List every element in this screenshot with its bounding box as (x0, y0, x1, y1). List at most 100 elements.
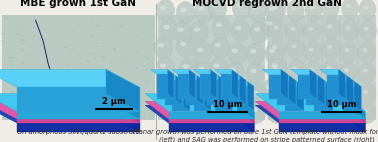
Text: 10 μm: 10 μm (327, 100, 356, 109)
Polygon shape (17, 87, 140, 112)
Ellipse shape (304, 103, 321, 124)
Ellipse shape (118, 112, 121, 113)
Ellipse shape (215, 43, 222, 47)
Ellipse shape (290, 27, 296, 31)
Polygon shape (342, 87, 361, 111)
Polygon shape (208, 80, 225, 105)
Ellipse shape (195, 0, 213, 22)
Ellipse shape (147, 20, 149, 21)
Ellipse shape (291, 7, 296, 10)
Ellipse shape (42, 64, 43, 65)
Ellipse shape (79, 30, 81, 32)
Ellipse shape (136, 67, 139, 69)
Ellipse shape (287, 38, 304, 59)
Ellipse shape (146, 115, 149, 116)
Ellipse shape (38, 35, 42, 36)
Ellipse shape (129, 107, 132, 109)
Ellipse shape (9, 97, 11, 98)
Polygon shape (256, 94, 365, 112)
Ellipse shape (21, 32, 22, 33)
Ellipse shape (25, 117, 29, 118)
Ellipse shape (229, 68, 236, 72)
Ellipse shape (72, 54, 74, 56)
Ellipse shape (2, 53, 6, 55)
Ellipse shape (98, 109, 99, 110)
Ellipse shape (291, 110, 296, 114)
Ellipse shape (50, 103, 53, 105)
Ellipse shape (346, 4, 351, 8)
Ellipse shape (198, 6, 205, 11)
Ellipse shape (108, 30, 112, 31)
Ellipse shape (20, 111, 24, 112)
Ellipse shape (216, 23, 222, 27)
Ellipse shape (25, 54, 29, 56)
Ellipse shape (269, 6, 275, 11)
Ellipse shape (123, 101, 128, 102)
Polygon shape (262, 69, 288, 75)
Ellipse shape (158, 99, 177, 121)
Ellipse shape (16, 33, 20, 35)
Ellipse shape (77, 99, 78, 100)
Ellipse shape (91, 35, 93, 36)
Ellipse shape (156, 0, 175, 21)
Ellipse shape (146, 116, 149, 118)
Polygon shape (169, 112, 254, 119)
Ellipse shape (119, 26, 124, 27)
Ellipse shape (345, 48, 350, 52)
Ellipse shape (142, 55, 143, 56)
Polygon shape (335, 81, 361, 87)
Ellipse shape (363, 90, 368, 94)
Text: On amorphous SiNₓ/quartz substrate: On amorphous SiNₓ/quartz substrate (17, 129, 140, 135)
Ellipse shape (248, 85, 266, 106)
Ellipse shape (273, 6, 278, 9)
Ellipse shape (43, 36, 44, 37)
Ellipse shape (20, 35, 23, 37)
Polygon shape (145, 101, 254, 119)
Polygon shape (342, 105, 365, 132)
Ellipse shape (228, 43, 246, 64)
Ellipse shape (68, 105, 70, 106)
Ellipse shape (99, 44, 101, 45)
Ellipse shape (90, 88, 91, 89)
Polygon shape (232, 70, 238, 99)
Ellipse shape (44, 116, 46, 117)
Ellipse shape (322, 105, 339, 126)
Ellipse shape (110, 87, 114, 88)
Ellipse shape (9, 76, 14, 77)
Ellipse shape (266, 21, 273, 25)
Ellipse shape (107, 99, 110, 100)
Ellipse shape (226, 62, 244, 83)
Ellipse shape (6, 77, 8, 78)
Ellipse shape (217, 91, 224, 95)
Ellipse shape (1, 40, 5, 41)
Ellipse shape (345, 26, 351, 30)
Polygon shape (237, 86, 254, 110)
Polygon shape (281, 69, 288, 99)
Polygon shape (211, 70, 217, 99)
Polygon shape (17, 112, 140, 119)
Ellipse shape (133, 58, 138, 59)
Polygon shape (164, 80, 182, 105)
Ellipse shape (11, 65, 13, 66)
Ellipse shape (127, 21, 129, 22)
Ellipse shape (158, 43, 164, 47)
Ellipse shape (358, 42, 376, 63)
Ellipse shape (214, 113, 220, 117)
Ellipse shape (15, 37, 16, 38)
Polygon shape (209, 82, 232, 86)
Ellipse shape (272, 45, 277, 49)
Ellipse shape (359, 0, 376, 20)
Ellipse shape (48, 53, 51, 54)
Ellipse shape (39, 78, 40, 79)
Ellipse shape (327, 25, 332, 28)
Ellipse shape (274, 26, 279, 30)
Ellipse shape (344, 68, 349, 72)
Ellipse shape (198, 67, 204, 71)
Ellipse shape (252, 91, 258, 95)
Ellipse shape (107, 106, 112, 107)
Ellipse shape (94, 49, 97, 51)
Polygon shape (218, 76, 225, 105)
Ellipse shape (322, 39, 340, 60)
Ellipse shape (127, 35, 129, 36)
Ellipse shape (116, 77, 119, 78)
